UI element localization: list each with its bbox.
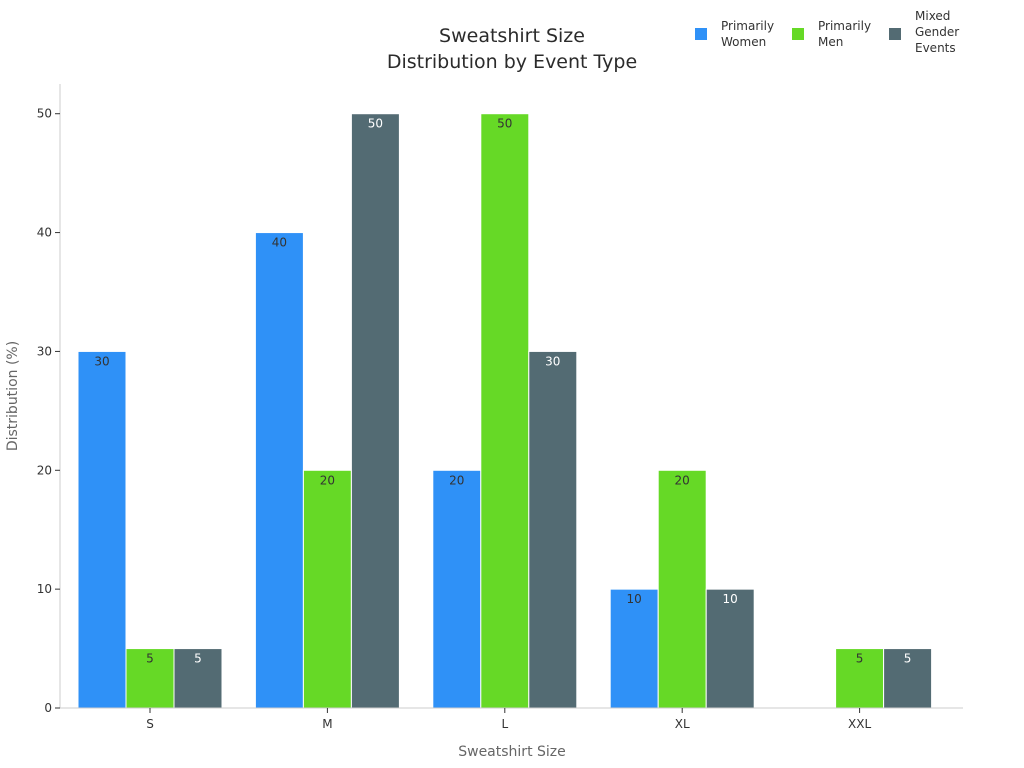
bar-value-label: 40 [272,236,287,250]
bar [657,469,707,709]
bars-group: 30 5 5 40 20 50 20 50 30 10 20 10 5 5 [77,113,933,709]
bar [350,113,400,709]
bar-value-label: 5 [856,652,864,666]
y-axis-label: Distribution (%) [5,341,21,451]
bar [302,469,352,709]
legend-label: Mixed [915,9,950,23]
bar [254,232,304,709]
y-tick-label: 10 [37,582,52,596]
x-tick-label: M [322,717,332,731]
bar-value-label: 5 [904,652,912,666]
bar [77,350,127,709]
bar [173,648,223,709]
bar [125,648,175,709]
legend-item: Primarily Women [695,19,774,49]
bar-value-label: 5 [146,652,154,666]
bar [835,648,885,709]
x-tick-label: L [501,717,508,731]
legend-label: Events [915,41,956,55]
axes-group [59,84,963,709]
bar [432,469,482,709]
legend-item: Primarily Men [792,19,871,49]
legend-swatch [889,28,901,40]
legend: Primarily Women Primarily Men Mixed Gender Eve… [695,9,959,55]
legend-item: Mixed Gender Events [889,9,959,55]
legend-label: Men [818,35,843,49]
chart-title: Sweatshirt Size Distribution by Event Ty… [387,25,637,73]
y-tick-label: 50 [37,107,52,121]
bar-value-label: 5 [194,652,202,666]
bar [609,588,659,709]
x-axis-ticks: S M L XL XXL [146,708,871,731]
x-axis-label: Sweatshirt Size [458,744,566,760]
bar-value-label: 30 [545,354,560,368]
bar [705,588,755,709]
x-tick-label: XXL [848,717,871,731]
y-tick-label: 20 [37,463,52,477]
y-tick-label: 40 [37,226,52,240]
legend-swatch [695,28,707,40]
bar-value-label: 20 [675,473,690,487]
x-tick-label: XL [675,717,690,731]
bar [883,648,933,709]
bar-value-label: 10 [723,592,738,606]
legend-label: Gender [915,25,959,39]
legend-label: Primarily [818,19,871,33]
legend-label: Women [721,35,766,49]
bar-value-label: 20 [320,473,335,487]
chart-title-line-2: Distribution by Event Type [387,51,637,73]
x-tick-label: S [146,717,154,731]
legend-label: Primarily [721,19,774,33]
bar-value-label: 50 [368,117,383,131]
bar [528,350,578,709]
y-tick-label: 30 [37,344,52,358]
bar [480,113,530,709]
y-axis-ticks: 0 10 20 30 40 50 [37,107,60,715]
bar-value-label: 20 [449,473,464,487]
y-tick-label: 0 [44,701,52,715]
legend-swatch [792,28,804,40]
chart-title-line-1: Sweatshirt Size [439,25,585,47]
bar-value-label: 30 [94,354,109,368]
bar-value-label: 50 [497,117,512,131]
bar-value-label: 10 [627,592,642,606]
